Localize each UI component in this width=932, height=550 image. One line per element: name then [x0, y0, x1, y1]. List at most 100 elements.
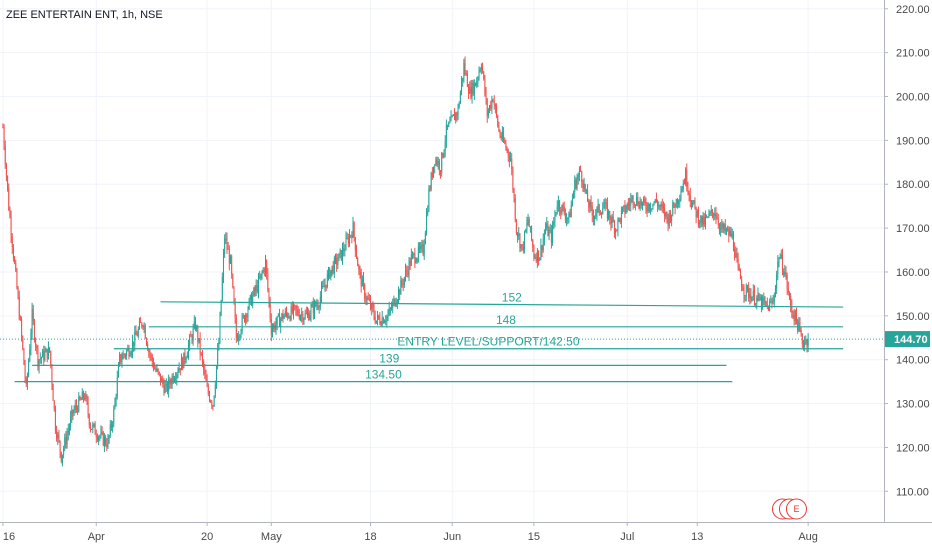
- candle-body: [384, 321, 386, 324]
- candle-body: [743, 290, 745, 296]
- candle-body: [42, 350, 44, 358]
- candle-body: [413, 253, 415, 255]
- candle-body: [781, 254, 783, 272]
- candle-body: [154, 368, 156, 370]
- candle-body: [287, 313, 289, 318]
- candle-body: [51, 366, 53, 385]
- candle-body: [678, 200, 680, 204]
- candle-body: [357, 258, 359, 267]
- candle-body: [756, 297, 758, 304]
- candle-body: [310, 307, 312, 316]
- candle-body: [710, 209, 712, 213]
- candle-body: [133, 341, 135, 346]
- candle-body: [771, 301, 773, 303]
- candle-body: [29, 349, 31, 362]
- candle-body: [371, 303, 373, 309]
- candle-body: [727, 228, 729, 231]
- level-layer: 152 148 ENTRY LEVEL/SUPPORT/142.50 139 134.5…: [0, 290, 884, 383]
- candle-body: [497, 115, 499, 126]
- candle-body: [695, 206, 697, 217]
- candle-body: [713, 213, 715, 217]
- candle-body: [401, 280, 403, 284]
- candle-body: [440, 170, 442, 173]
- candle-body: [380, 323, 382, 326]
- candle-body: [498, 125, 500, 132]
- candle-body: [208, 393, 210, 401]
- candle-body: [302, 313, 304, 322]
- candle-body: [529, 226, 531, 228]
- candle-body: [277, 314, 279, 317]
- candle-body: [513, 189, 515, 199]
- candle-body: [408, 260, 410, 275]
- candle-body: [758, 293, 760, 301]
- candle-body: [738, 267, 740, 271]
- candle-body: [533, 247, 535, 258]
- candle-body: [164, 385, 166, 393]
- candle-body: [66, 434, 68, 444]
- candle-body: [737, 258, 739, 268]
- candle-body: [594, 216, 596, 220]
- candle-body: [249, 295, 251, 300]
- candle-body: [682, 183, 684, 190]
- candle-body: [60, 452, 62, 463]
- candle-body: [225, 238, 227, 240]
- candle-body: [393, 298, 395, 303]
- candle-body: [575, 179, 577, 189]
- candle-body: [200, 353, 202, 355]
- candle-body: [742, 287, 744, 291]
- candle-body: [269, 301, 271, 319]
- candle-body: [120, 354, 122, 362]
- candle-body: [602, 208, 604, 214]
- level-line: [160, 301, 844, 308]
- candle-body: [714, 213, 716, 217]
- candle-body: [247, 309, 249, 318]
- candle-body: [422, 244, 424, 255]
- candle-body: [410, 254, 412, 266]
- candle-body: [765, 301, 767, 305]
- candle-body: [419, 246, 421, 250]
- candle-body: [264, 260, 266, 272]
- candle-body: [184, 352, 186, 361]
- candle-body: [8, 188, 10, 210]
- candle-body: [776, 274, 778, 289]
- candle-body: [749, 294, 751, 298]
- candle-body: [234, 303, 236, 319]
- event-layer: E: [771, 498, 807, 520]
- candle-body: [573, 191, 575, 199]
- candle-body: [144, 325, 146, 339]
- candle-body: [517, 232, 519, 237]
- candle-body: [368, 299, 370, 301]
- candle-body: [252, 295, 254, 306]
- candle-body: [9, 209, 11, 218]
- candle-body: [315, 302, 317, 306]
- candle-body: [17, 288, 19, 298]
- candle-body: [321, 287, 323, 297]
- candle-body: [300, 315, 302, 319]
- candle-body: [128, 348, 130, 357]
- candle-body: [522, 245, 524, 250]
- candle-body: [297, 309, 299, 315]
- candle-body: [734, 249, 736, 258]
- candle-body: [548, 230, 550, 236]
- candle-body: [780, 254, 782, 258]
- candle-body: [686, 169, 688, 187]
- candle-body: [459, 92, 461, 104]
- candle-body: [680, 192, 682, 200]
- y-tick-label: 110.00: [896, 486, 929, 498]
- candle-body: [651, 208, 653, 210]
- candle-body: [337, 260, 339, 265]
- candle-body: [74, 405, 76, 410]
- candle-body: [339, 250, 341, 254]
- candle-body: [68, 426, 70, 431]
- candle-body: [534, 257, 536, 259]
- candle-body: [647, 203, 649, 211]
- candle-body: [468, 87, 470, 94]
- candle-body: [480, 66, 482, 70]
- candle-body: [766, 304, 768, 306]
- candle-body: [347, 237, 349, 244]
- candle-body: [248, 299, 250, 310]
- candle-body: [582, 182, 584, 189]
- candle-body: [673, 202, 675, 207]
- candle-body: [399, 289, 401, 295]
